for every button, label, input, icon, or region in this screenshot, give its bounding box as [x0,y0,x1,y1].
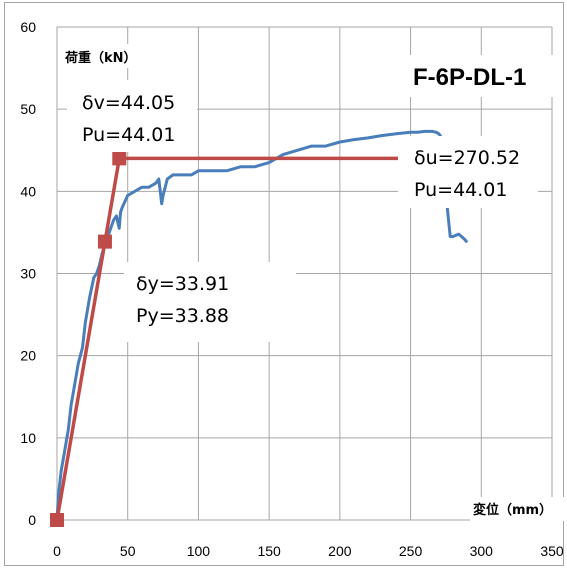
x-axis-title: 変位（mm） [473,502,552,518]
y-tick-label: 20 [20,348,36,364]
bilinear-envelope-line [55,156,440,521]
y-tick-label: 50 [20,101,36,117]
chart-title: F-6P-DL-1 [413,64,526,91]
annotation-dy-line1: δy=33.91 [136,273,229,295]
annotation-pu-line1: Pu=44.01 [82,124,175,146]
y-tick-label: 0 [28,512,36,528]
y-axis-title-bg [62,44,162,68]
y-tick-label: 60 [20,19,36,35]
annotation-dy-line2: Py=33.88 [136,305,229,327]
series-lines [55,129,469,521]
marker-point [50,513,64,527]
x-tick-labels: 0 50 100 150 200 250 300 350 [53,543,564,559]
y-tick-label: 40 [20,183,36,199]
y-tick-labels: 0 10 20 30 40 50 60 [20,19,36,528]
annotation-box-dy [124,262,296,342]
y-tick-label: 30 [20,266,36,282]
x-tick-label: 350 [540,543,564,559]
annotation-dv-line1: δv=44.05 [82,92,175,114]
annotation-du-line1: δu=270.52 [414,147,520,169]
x-tick-label: 250 [399,543,423,559]
x-tick-label: 200 [328,543,352,559]
y-axis-title: 荷重（kN） [64,50,137,66]
load-displacement-curve [55,129,469,521]
annotation-du-line2: Pu=44.01 [414,179,507,201]
annotation-box-du [398,136,538,208]
x-axis-title-bg [470,497,565,521]
x-tick-label: 100 [187,543,211,559]
marker-point [97,234,112,249]
chart-title-bg [405,55,555,97]
x-tick-label: 150 [257,543,281,559]
x-tick-label: 0 [53,543,61,559]
annotation-box-dv [67,80,197,152]
x-tick-label: 50 [120,543,136,559]
markers [50,151,127,527]
x-tick-label: 300 [470,543,494,559]
marker-point [112,151,127,166]
y-tick-label: 10 [20,430,36,446]
